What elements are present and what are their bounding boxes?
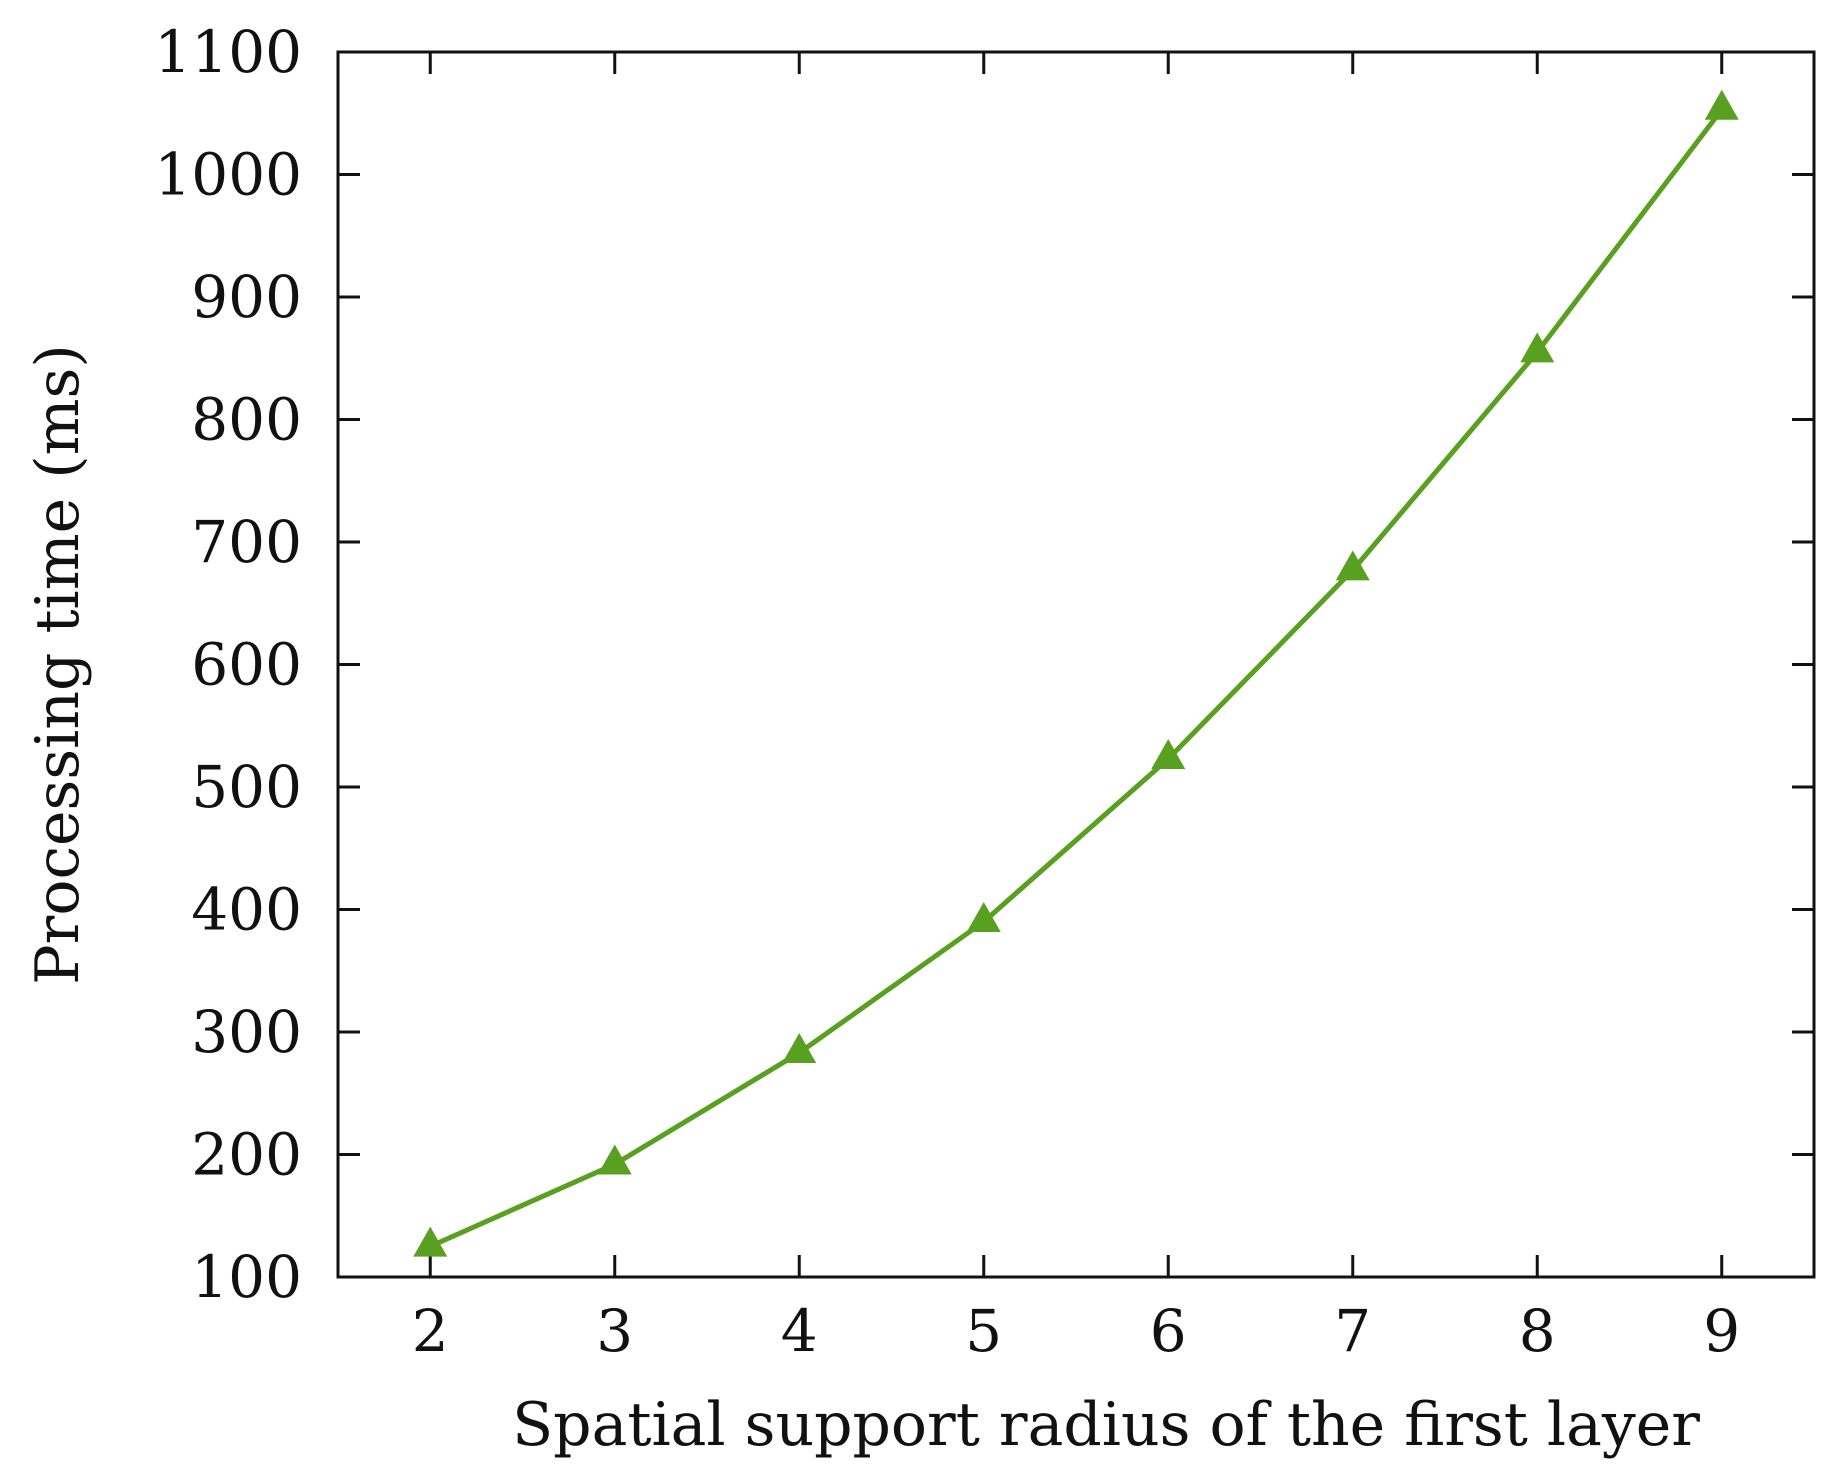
y-tick-label: 100 xyxy=(191,1243,302,1311)
data-point-triangle xyxy=(1151,739,1186,770)
data-point-triangle xyxy=(1704,89,1739,120)
x-tick-label: 2 xyxy=(412,1297,449,1365)
data-point-triangle xyxy=(782,1033,817,1064)
y-tick-label: 900 xyxy=(191,263,302,331)
x-tick-label: 3 xyxy=(596,1297,633,1365)
tick-labels-group: 2 3 4 5 6 7 8 9 100 200 300 400 500 600 700 800 900 1000 1… xyxy=(154,18,1740,1365)
x-tick-label: 4 xyxy=(781,1297,818,1365)
data-point-triangle xyxy=(597,1144,632,1175)
data-point-triangle xyxy=(1520,332,1555,363)
x-tick-label: 5 xyxy=(965,1297,1002,1365)
y-axis-title: Processing time (ms) xyxy=(23,344,93,984)
plot-frame-group xyxy=(336,50,1816,1279)
x-tick-label: 9 xyxy=(1703,1297,1740,1365)
x-axis-title: Spatial support radius of the first laye… xyxy=(512,1390,1700,1460)
data-point-triangle xyxy=(1335,550,1370,581)
y-tick-label: 300 xyxy=(191,998,302,1066)
plot-frame xyxy=(336,50,1816,1279)
y-tick-label: 600 xyxy=(191,631,302,699)
y-tick-label: 500 xyxy=(191,753,302,821)
y-tick-label: 1000 xyxy=(154,141,302,209)
series-line xyxy=(429,108,1724,1249)
x-tick-label: 6 xyxy=(1150,1297,1187,1365)
data-point-triangle xyxy=(413,1226,448,1257)
y-tick-label: 200 xyxy=(191,1121,302,1189)
x-tick-label: 7 xyxy=(1334,1297,1371,1365)
y-tick-label: 700 xyxy=(191,508,302,576)
y-tick-label: 400 xyxy=(191,876,302,944)
y-tick-label: 1100 xyxy=(154,18,302,86)
data-point-triangle xyxy=(966,901,1001,932)
series-group xyxy=(413,89,1739,1257)
x-tick-label: 8 xyxy=(1519,1297,1556,1365)
ticks-group xyxy=(338,50,1814,1279)
y-tick-label: 800 xyxy=(191,386,302,454)
